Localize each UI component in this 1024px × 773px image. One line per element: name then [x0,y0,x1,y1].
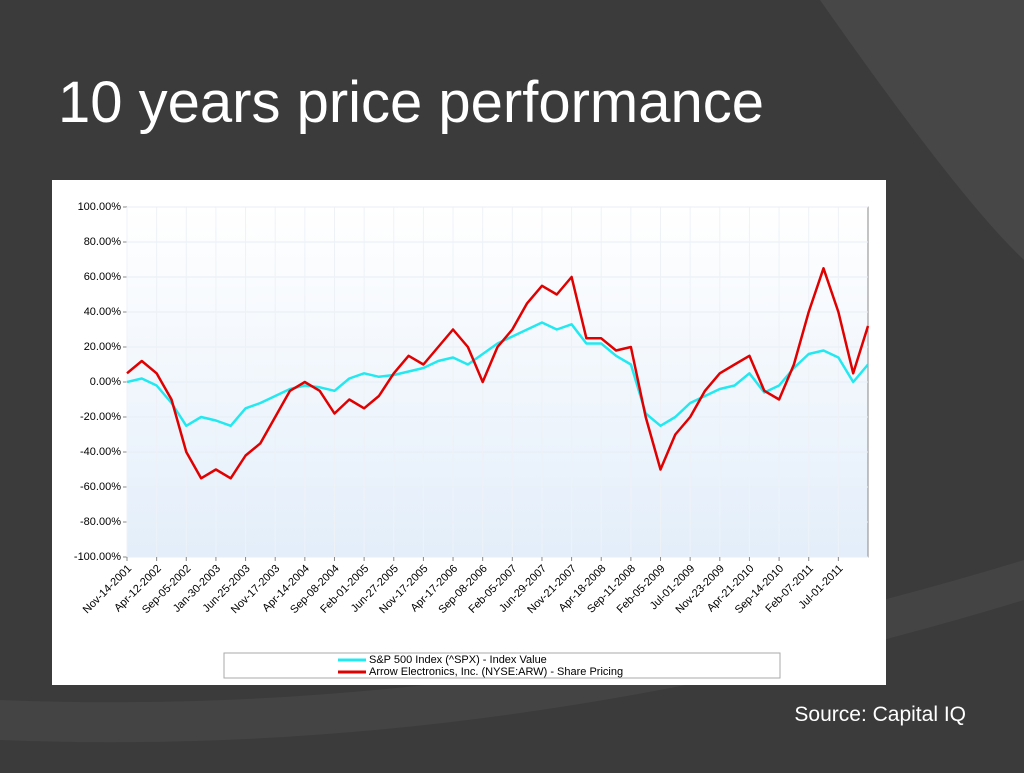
y-tick-label: 60.00% [84,271,122,283]
y-tick-label: 40.00% [84,306,122,318]
y-tick-label: -80.00% [80,516,121,528]
slide-title: 10 years price performance [58,70,764,135]
series-line [126,267,870,480]
y-tick-label: -40.00% [80,446,121,458]
swoosh [820,0,1024,260]
source: Source: Capital IQ [794,703,966,726]
y-tick-label: -100.00% [74,551,121,563]
y-tick-label: 80.00% [84,236,122,248]
y-tick-label: 100.00% [78,201,122,213]
y-tick-label: 20.00% [84,341,122,353]
y-tick-label: 0.00% [90,376,121,388]
legend-label: Arrow Electronics, Inc. (NYSE:ARW) - Sha… [369,666,623,678]
legend-label: S&P 500 Index (^SPX) - Index Value [369,654,547,666]
series-line [126,321,869,428]
y-tick-label: -60.00% [80,481,121,493]
y-tick-label: -20.00% [80,411,121,423]
legend [223,652,781,679]
chart: -100.00% -80.00% -60.00% -40.00% -20.00% 0.00… [74,201,870,678]
